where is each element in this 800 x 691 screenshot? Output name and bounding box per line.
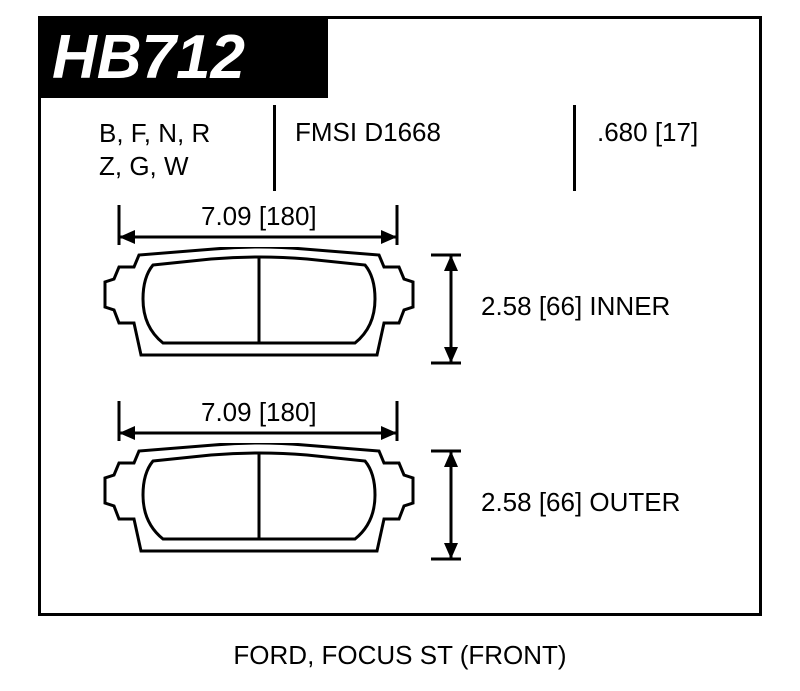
compound-codes-line1: B, F, N, R [99, 117, 210, 150]
outer-width-label: 7.09 [180] [201, 397, 317, 428]
diagram-frame: HB712 B, F, N, R Z, G, W FMSI D1668 .680… [38, 16, 762, 616]
pad-thickness: .680 [17] [597, 117, 698, 148]
inner-width-label: 7.09 [180] [201, 201, 317, 232]
divider-1 [273, 105, 276, 191]
compound-codes-line2: Z, G, W [99, 150, 210, 183]
outer-pad-outline [99, 443, 419, 563]
part-number: HB712 [52, 22, 245, 93]
divider-2 [573, 105, 576, 191]
compound-codes: B, F, N, R Z, G, W [99, 117, 210, 182]
inner-height-dimension [431, 247, 471, 377]
title-bar: HB712 [38, 16, 328, 98]
outer-height-dimension [431, 443, 471, 573]
fmsi-code: FMSI D1668 [295, 117, 441, 148]
inner-pad-outline [99, 247, 419, 367]
inner-height-label: 2.58 [66] INNER [481, 291, 670, 322]
outer-height-label: 2.58 [66] OUTER [481, 487, 680, 518]
vehicle-application: FORD, FOCUS ST (FRONT) [0, 640, 800, 671]
